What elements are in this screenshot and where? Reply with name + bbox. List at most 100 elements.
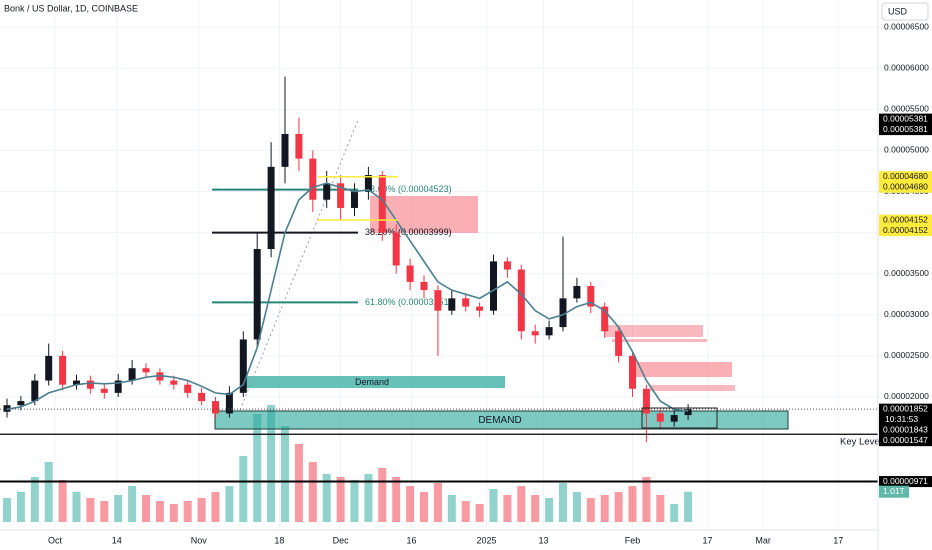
candle-body <box>156 372 164 381</box>
candle-body <box>295 133 303 159</box>
chart-title: Bonk / US Dollar, 1D, COINBASE <box>4 3 138 13</box>
price-marker-label: 0.00001843 <box>883 424 928 434</box>
candle-body <box>517 269 525 332</box>
price-marker-label: 0.00004152 <box>883 225 928 235</box>
price-marker-label: 0.00001852 <box>883 403 928 413</box>
supply-zone <box>605 325 703 337</box>
countdown: 10:31:53 <box>885 414 918 424</box>
volume-bar <box>489 489 498 522</box>
volume-bar <box>628 486 637 522</box>
candle-body <box>267 166 275 250</box>
candle-body <box>476 306 484 311</box>
volume-bar <box>128 486 137 522</box>
volume-bar <box>656 495 665 522</box>
volume-bar <box>267 405 276 522</box>
volume-bar <box>503 495 512 522</box>
volume-bar <box>308 462 317 522</box>
volume-bar <box>183 501 192 522</box>
x-tick-label: Dec <box>333 535 350 545</box>
volume-bar <box>281 426 289 522</box>
candle-body <box>559 298 567 328</box>
volume-bar <box>72 492 81 522</box>
candle-body <box>3 405 11 412</box>
candle-body <box>670 415 678 422</box>
candle-body <box>351 191 358 208</box>
price-marker-label: 0.00004680 <box>883 181 928 191</box>
volume-bar <box>30 477 39 522</box>
candle-body <box>198 392 206 402</box>
key-level-label: Key Level <box>840 437 882 448</box>
y-tick-label: 0.00006000 <box>884 62 929 72</box>
volume-bar <box>3 498 11 522</box>
volume-bar <box>322 474 331 522</box>
candle-body <box>462 298 470 307</box>
candle-body <box>142 368 150 373</box>
candle-body <box>378 175 386 233</box>
candle-body <box>587 286 595 307</box>
candle-body <box>225 392 233 414</box>
candle-body <box>406 265 414 282</box>
fib-label: 0.00% (0.00005372) <box>365 114 447 124</box>
supply-zone <box>650 385 735 391</box>
candle-body <box>281 133 289 167</box>
currency-label[interactable]: USD <box>888 6 908 16</box>
y-tick-label: 0.00002500 <box>884 350 929 360</box>
x-tick-label: 17 <box>833 535 843 545</box>
y-tick-label: 0.00006500 <box>884 21 929 31</box>
price-marker <box>879 181 932 193</box>
candle-body <box>392 232 400 266</box>
candle-body <box>86 380 94 389</box>
volume-bar <box>420 492 428 522</box>
y-tick-label: 0.00002000 <box>884 391 929 401</box>
volume-bar <box>531 495 540 522</box>
volume-bar <box>169 504 178 522</box>
countdown-box <box>879 414 932 426</box>
candle-body <box>642 388 650 414</box>
grid <box>0 0 878 530</box>
candle-body <box>629 355 636 389</box>
volume-bar <box>16 492 25 522</box>
volume-bar <box>197 498 206 522</box>
currency-button[interactable] <box>881 2 929 21</box>
volume-bar <box>670 504 679 522</box>
price-marker <box>879 225 932 237</box>
volume-bar <box>239 456 248 522</box>
volume-bar <box>406 486 415 522</box>
volume-bar <box>364 474 373 522</box>
volume-bar <box>433 483 442 522</box>
volume-bar <box>447 495 456 522</box>
candle-body <box>309 158 317 200</box>
demand-zone <box>214 410 789 430</box>
y-tick-label: 0.00005000 <box>884 145 929 155</box>
price-marker-label: 0.00005381 <box>883 113 928 123</box>
volume-bar <box>392 477 401 522</box>
price-marker-label: 0.00001547 <box>883 435 928 445</box>
candle-body <box>601 306 609 332</box>
volume-bar <box>350 480 359 522</box>
volume-bar <box>378 468 387 522</box>
plot: 0.00% (0.00005372) 23.60% (0.00004523) 38.… <box>0 76 882 483</box>
candle-body <box>503 261 511 270</box>
candle-body <box>420 281 428 291</box>
price-marker-label: 0.00004680 <box>883 171 928 181</box>
fib-label: 23.60% (0.00004523) <box>365 184 452 194</box>
volume-bar <box>642 477 651 522</box>
candle-body <box>434 290 442 311</box>
price-marker <box>879 214 932 226</box>
fib-label: 61.80% (0.00003151) <box>365 297 452 307</box>
demand-label: DEMAND <box>478 415 521 426</box>
price-marker <box>879 171 932 183</box>
candle-body <box>59 355 67 385</box>
volume-bar <box>142 495 150 522</box>
candle-body <box>239 339 247 393</box>
volume-bar <box>225 486 234 522</box>
price-marker-label: 0.00004152 <box>883 214 928 224</box>
price-marker <box>879 403 932 415</box>
candle-body <box>73 380 80 385</box>
fib-trend-line <box>239 119 359 411</box>
price-marker <box>879 435 932 447</box>
x-tick-label: 18 <box>274 535 284 545</box>
x-tick-label: Mar <box>755 535 771 545</box>
supply-zone <box>612 339 707 342</box>
price-marker <box>879 424 932 436</box>
